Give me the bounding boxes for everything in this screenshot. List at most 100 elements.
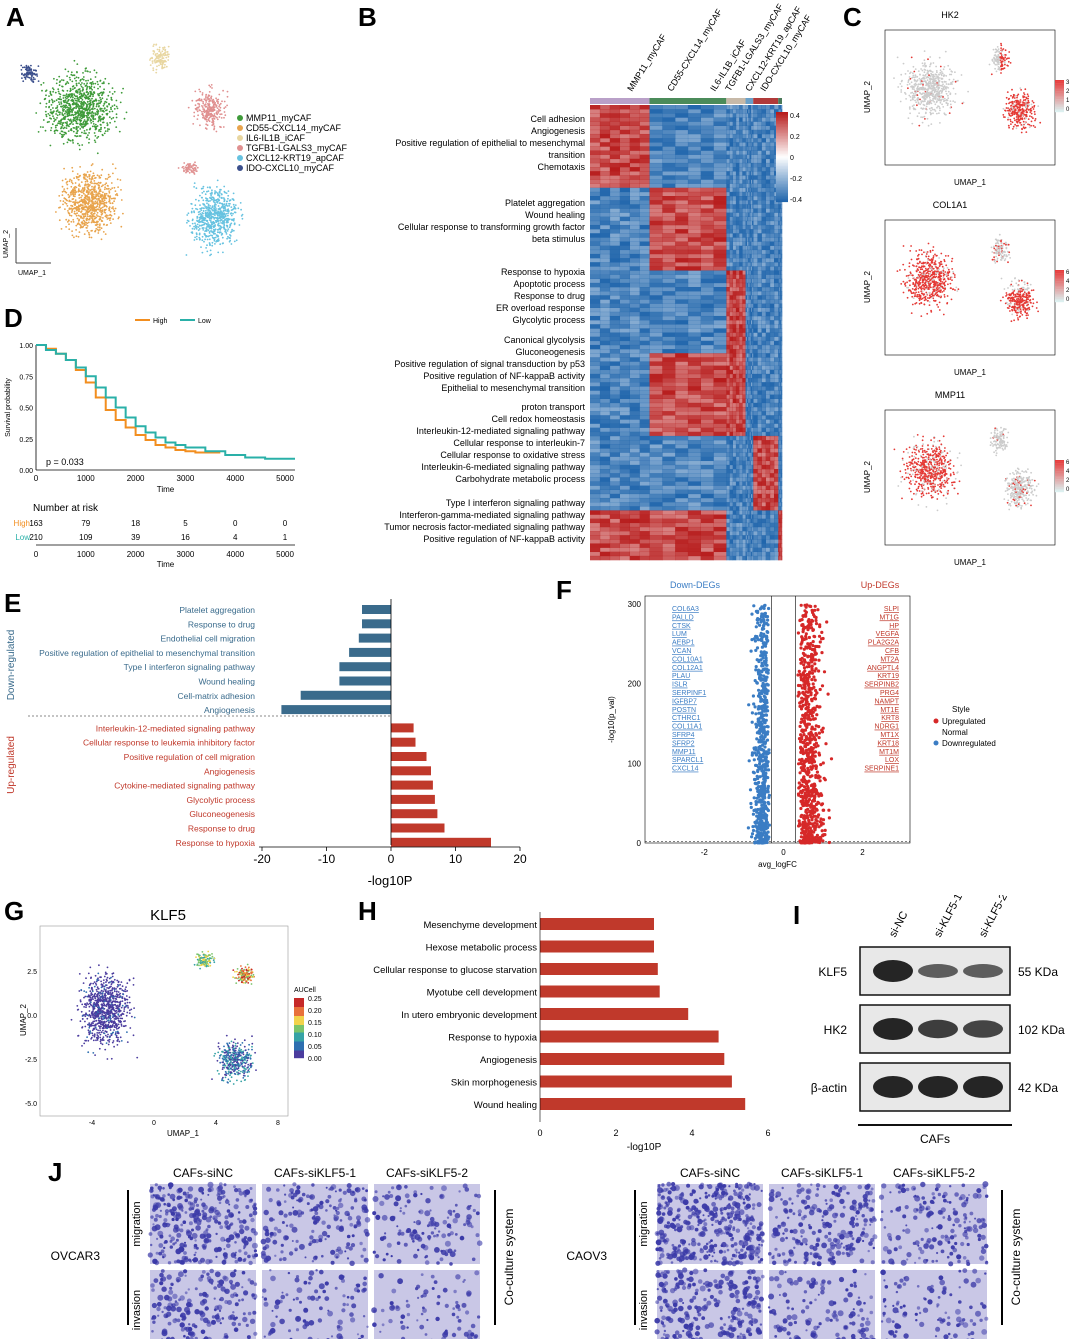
heatmap-cell [739, 241, 743, 246]
heatmap-cell [746, 204, 749, 209]
umap-point [70, 179, 73, 182]
umap-point [87, 185, 90, 188]
heatmap-cell [778, 303, 780, 308]
heatmap-cell [739, 142, 743, 147]
heatmap-cell [779, 220, 781, 226]
umap-point [161, 67, 164, 70]
heatmap-cell [761, 287, 766, 292]
heatmap-cell [675, 291, 689, 296]
heatmap-cell [700, 307, 714, 313]
heatmap-cell [700, 291, 714, 296]
umap-point [66, 108, 69, 111]
umap-point [79, 79, 82, 82]
umap-point [79, 83, 82, 86]
heatmap-cell [742, 233, 746, 238]
heatmap-cell [700, 138, 714, 143]
umap-point [49, 117, 51, 120]
heatmap-cell [774, 266, 779, 271]
heatmap-cell [649, 332, 663, 337]
heatmap-cell [753, 167, 758, 172]
heatmap-cell [732, 142, 737, 147]
umap-point [206, 244, 208, 247]
heatmap-cell [700, 167, 714, 172]
umap-point [233, 240, 236, 243]
umap-point [90, 213, 93, 215]
heatmap-cell [700, 245, 714, 251]
umap-point [216, 186, 218, 188]
umap-point [214, 214, 216, 217]
umap-point [77, 111, 80, 114]
heatmap-cell [629, 109, 640, 114]
heatmap-cell [778, 278, 780, 284]
heatmap-cell [639, 179, 650, 184]
umap-point [21, 77, 23, 79]
umap-point [194, 224, 197, 227]
umap-point [205, 197, 207, 200]
umap-point [110, 108, 112, 111]
umap-point [91, 202, 94, 205]
umap-point [98, 177, 101, 179]
heatmap-cell [675, 274, 689, 280]
umap-point [103, 223, 105, 226]
umap-point [207, 107, 209, 109]
heatmap-cell [750, 105, 753, 110]
umap-point [102, 121, 105, 124]
heatmap-cell [779, 295, 781, 300]
heatmap-cell [739, 328, 743, 333]
heatmap-cell [700, 262, 714, 267]
umap-point [216, 107, 219, 109]
heatmap-cell [781, 237, 783, 242]
heatmap-cell [769, 117, 775, 122]
heatmap-cell [619, 167, 630, 172]
heatmap-cell [729, 324, 733, 329]
umap-point [108, 103, 110, 106]
heatmap-cell [780, 237, 781, 242]
heatmap-cell [749, 307, 751, 313]
heatmap-cell [729, 278, 733, 284]
heatmap-cell [590, 162, 601, 168]
heatmap-cell [780, 295, 781, 300]
heatmap-cell [700, 208, 714, 213]
umap-point [72, 85, 75, 87]
umap-point [197, 226, 200, 229]
heatmap-cell [748, 303, 750, 308]
umap-point [209, 106, 212, 109]
heatmap-cell [746, 150, 749, 155]
heatmap-cell [726, 208, 730, 213]
heatmap-cell [761, 249, 766, 255]
umap-point [85, 202, 88, 205]
heatmap-cell [745, 320, 748, 325]
heatmap-cell [732, 274, 737, 280]
umap-point [198, 216, 201, 219]
umap-point [78, 231, 81, 234]
heatmap-cell [639, 105, 650, 110]
heatmap-cell [778, 266, 780, 271]
heatmap-cell [749, 320, 751, 325]
heatmap-cell [599, 154, 611, 160]
umap-point [193, 228, 196, 230]
heatmap-cell [781, 109, 783, 114]
umap-point [210, 198, 213, 201]
umap-point [61, 112, 63, 114]
heatmap-cell [778, 229, 780, 234]
heatmap-cell [753, 241, 758, 246]
umap-point [214, 206, 217, 209]
heatmap-cell [609, 150, 620, 155]
heatmap-cell [751, 200, 754, 205]
umap-point [94, 135, 97, 137]
heatmap-cell [726, 129, 730, 135]
umap-point [205, 212, 207, 215]
heatmap-cell [780, 328, 781, 333]
umap-point [213, 114, 216, 117]
umap-point [66, 89, 69, 92]
umap-point [88, 210, 91, 212]
heatmap-cell [739, 253, 743, 259]
heatmap-cell [774, 295, 779, 300]
heatmap-cell [675, 315, 689, 321]
umap-point [187, 170, 190, 173]
heatmap-cell [753, 253, 758, 259]
umap-point [107, 187, 110, 190]
umap-point [97, 186, 100, 189]
heatmap-cell [726, 328, 730, 333]
umap-point [93, 132, 96, 134]
